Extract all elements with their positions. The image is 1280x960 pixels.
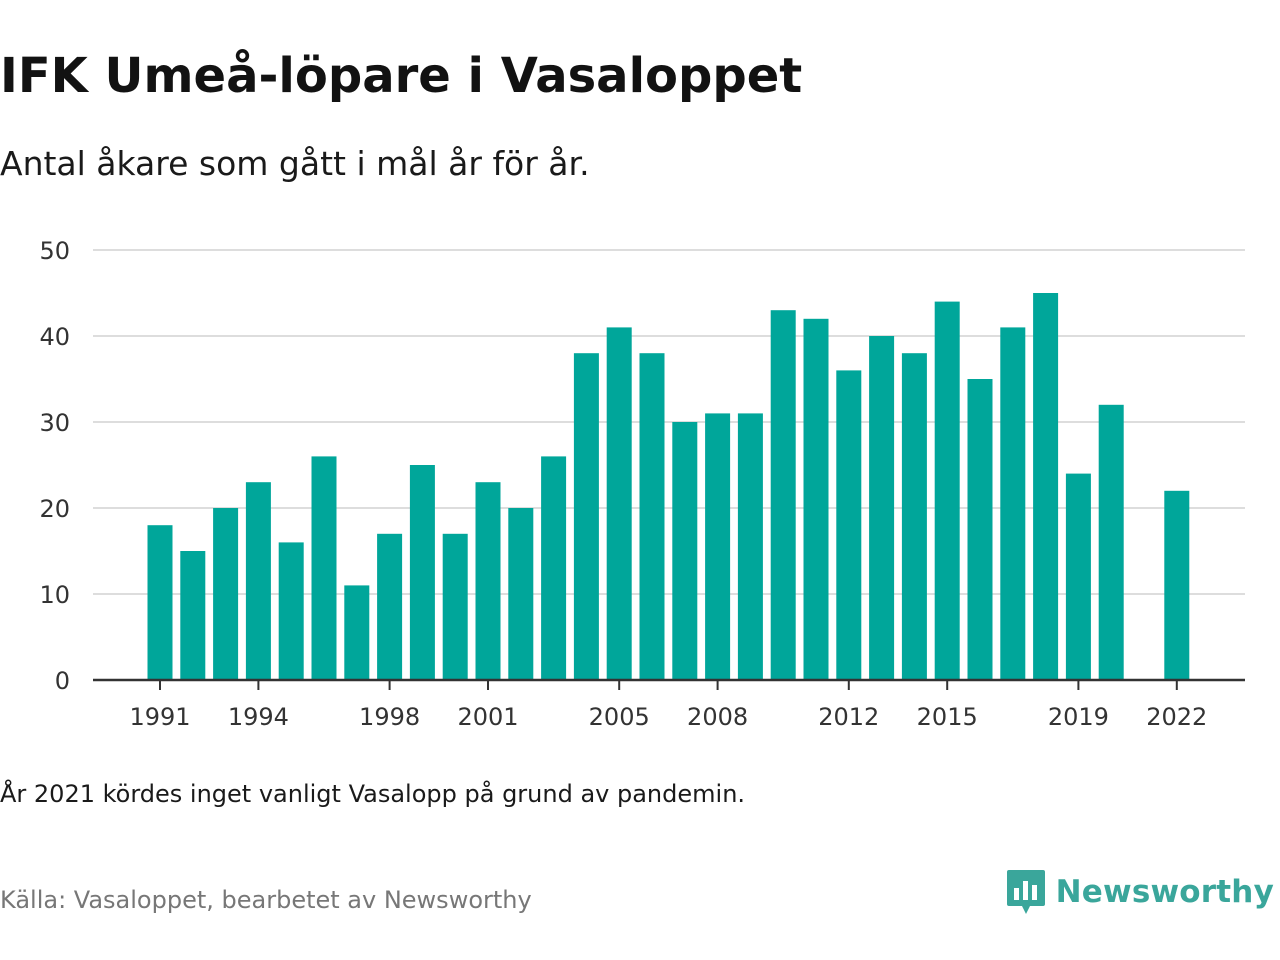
- chart-note: År 2021 kördes inget vanligt Vasalopp på…: [0, 780, 746, 808]
- bar-2020: [1098, 404, 1124, 680]
- bar-2022: [1164, 490, 1190, 680]
- x-tick-label: 1994: [228, 703, 289, 730]
- y-tick-label: 30: [39, 409, 70, 437]
- x-tick-label: 2001: [457, 703, 518, 730]
- y-tick-label: 40: [39, 323, 70, 351]
- y-axis-ticks: 0 10 20 30 40 50: [39, 237, 70, 695]
- x-axis: 1991 1994 1998 2001 2005 2008 2012 2015 2019 2022: [93, 678, 1245, 730]
- x-tick-label: 1991: [129, 703, 190, 730]
- bar-chart: 0 10 20 30 40 50 1991 1994 1998 2001 2005 2008 2012…: [39, 237, 1245, 730]
- x-tick-label: 2012: [818, 703, 879, 730]
- bar-2010: [770, 310, 796, 680]
- source-credit: Källa: Vasaloppet, bearbetet av Newswort…: [0, 886, 532, 914]
- y-tick-label: 50: [39, 237, 70, 265]
- bar-1995: [278, 542, 304, 680]
- bar-1993: [213, 508, 239, 680]
- bar-2015: [934, 301, 960, 680]
- bar-2007: [672, 422, 698, 680]
- x-tick-label: 2019: [1048, 703, 1109, 730]
- bar-1992: [180, 551, 206, 680]
- bar-2018: [1033, 293, 1059, 680]
- bars: [147, 293, 1190, 680]
- chart-subtitle: Antal åkare som gått i mål år för år.: [0, 144, 590, 183]
- bar-2009: [737, 413, 763, 680]
- bar-2003: [541, 456, 567, 680]
- bar-2014: [901, 353, 927, 680]
- x-tick-label: 2022: [1146, 703, 1207, 730]
- bar-2001: [475, 482, 501, 680]
- chart-title: IFK Umeå-löpare i Vasaloppet: [0, 48, 803, 104]
- y-tick-label: 10: [39, 581, 70, 609]
- x-tick-label: 2015: [917, 703, 978, 730]
- bar-2006: [639, 353, 665, 680]
- bar-2013: [869, 336, 895, 680]
- bar-1994: [245, 482, 271, 680]
- x-tick-label: 2008: [687, 703, 748, 730]
- newsworthy-brand[interactable]: Newsworthy: [1006, 868, 1274, 916]
- bar-2002: [508, 508, 534, 680]
- bar-2004: [573, 353, 599, 680]
- bar-2011: [803, 318, 829, 680]
- x-tick-label: 2005: [589, 703, 650, 730]
- bar-1997: [344, 585, 370, 680]
- bar-1999: [409, 465, 435, 680]
- brand-name: Newsworthy: [1055, 874, 1274, 910]
- bar-1991: [147, 525, 173, 680]
- bar-2012: [836, 370, 862, 680]
- bar-2008: [705, 413, 731, 680]
- newsworthy-logo-icon: [1006, 870, 1045, 914]
- bar-1998: [377, 533, 403, 680]
- bar-2005: [606, 327, 632, 680]
- bar-2017: [1000, 327, 1026, 680]
- y-tick-label: 20: [39, 495, 70, 523]
- bar-2019: [1065, 473, 1091, 680]
- x-tick-label: 1998: [359, 703, 420, 730]
- bar-2016: [967, 379, 993, 680]
- bar-1996: [311, 456, 337, 680]
- bar-2000: [442, 533, 468, 680]
- y-tick-label: 0: [55, 667, 70, 695]
